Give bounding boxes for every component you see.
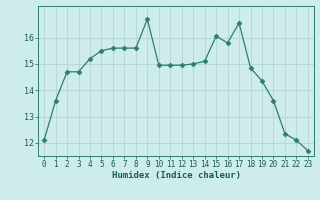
- X-axis label: Humidex (Indice chaleur): Humidex (Indice chaleur): [111, 171, 241, 180]
